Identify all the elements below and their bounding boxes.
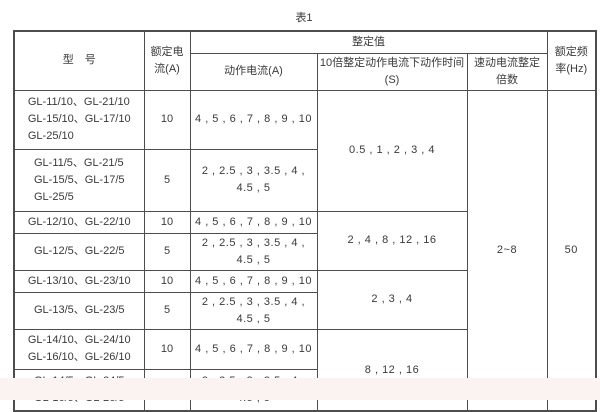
model-line: GL-12/10、GL-22/10 [27,215,131,228]
operating-current-cell: 4 , 5 , 6 , 7 , 8 , 9 , 10 [189,328,318,370]
operating-time-cell: 0.5 , 1 , 2 , 3 , 4 [316,89,468,212]
operating-current-cell: 4 , 5 , 6 , 7 , 8 , 9 , 10 [189,269,318,293]
rated-current-cell: 10 [143,89,191,150]
header-operating-time: 10倍整定动作电流下动作时间(S) [316,52,468,91]
model-line: GL-15/10、GL-17/10 [27,113,131,126]
model-list: GL-12/10、GL-22/10 [28,214,131,231]
model-cell: GL-13/10、GL-23/10 [13,269,145,293]
model-line: GL-13/10、GL-23/10 [27,274,131,287]
rated-current-cell: 5 [143,291,191,330]
operating-current-cell: 2 , 2.5 , 3 , 3.5 , 4 , 4.5 , 5 [189,232,318,271]
model-line: GL-25/10 [27,130,74,143]
header-rated-frequency-line2: 率(Hz) [555,62,588,75]
frequency-cell: 50 [546,89,597,412]
operating-time-cell: 2 , 3 , 4 [316,269,468,330]
model-cell: GL-12/5、GL-22/5 [13,232,145,271]
table-row: GL-11/5、GL-21/5 GL-15/5、GL-17/5 GL-25/5 … [13,148,596,212]
rated-current-cell: 5 [143,232,191,271]
rated-current-cell: 10 [143,269,191,293]
model-line: GL-16/10、GL-26/10 [27,351,131,364]
header-row-1: 型 号 额定电 流(A) 整定值 额定频 率(Hz) [13,30,597,91]
header-rated-current: 额定电 流(A) [143,30,191,91]
quick-multiple-cell: 2~8 [466,89,548,412]
model-cell: GL-13/5、GL-23/5 [13,291,145,330]
model-list: GL-11/10、GL-21/10 GL-15/10、GL-17/10 GL-2… [28,94,131,145]
page-bottom-strip [0,378,600,400]
operating-current-cell: 4 , 5 , 6 , 7 , 8 , 9 , 10 [189,89,318,150]
header-rated-current-line2: 流(A) [154,62,180,75]
header-operating-current: 动作电流(A) [189,52,318,91]
model-line: GL-14/10、GL-24/10 [27,334,131,347]
model-cell: GL-11/5、GL-21/5 GL-15/5、GL-17/5 GL-25/5 [13,148,145,212]
table-row: GL-13/10、GL-23/10 10 4 , 5 , 6 , 7 , 8 ,… [13,269,596,330]
model-line: GL-15/5、GL-17/5 [34,173,125,186]
model-line: GL-12/5、GL-22/5 [34,245,125,258]
model-list: GL-13/5、GL-23/5 [34,302,125,319]
table-row: GL-12/5、GL-22/5 5 2 , 2.5 , 3 , 3.5 , 4 … [13,232,596,271]
model-cell: GL-14/10、GL-24/10 GL-16/10、GL-26/10 [13,328,145,370]
relay-spec-table: 型 号 额定电 流(A) 整定值 额定频 率(Hz) 动作电流(A) 10倍整定… [13,30,598,412]
model-cell: GL-11/10、GL-21/10 GL-15/10、GL-17/10 GL-2… [13,89,145,150]
header-setting-value: 整定值 [189,30,548,54]
model-list: GL-14/10、GL-24/10 GL-16/10、GL-26/10 [28,332,131,366]
rated-current-cell: 10 [143,210,191,234]
header-model: 型 号 [13,30,145,91]
operating-current-cell: 2 , 2.5 , 3 , 3.5 , 4 , 4.5 , 5 [189,148,318,212]
header-row-2: 动作电流(A) 10倍整定动作电流下动作时间(S) 速动电流整定倍数 [14,52,596,91]
header-rated-frequency: 额定频 率(Hz) [546,30,597,91]
operating-current-cell: 4 , 5 , 6 , 7 , 8 , 9 , 10 [189,210,318,234]
table-row: GL-11/10、GL-21/10 GL-15/10、GL-17/10 GL-2… [13,89,597,412]
table-row: GL-12/10、GL-22/10 10 4 , 5 , 6 , 7 , 8 ,… [13,210,596,271]
model-list: GL-12/5、GL-22/5 [34,243,125,260]
operating-time-cell: 2 , 4 , 8 , 12 , 16 [316,210,468,271]
rated-current-cell: 10 [143,328,191,370]
model-list: GL-11/5、GL-21/5 GL-15/5、GL-17/5 GL-25/5 [34,155,125,206]
model-line: GL-25/5 [34,190,74,203]
model-list: GL-13/10、GL-23/10 [28,273,131,290]
table-row: GL-13/5、GL-23/5 5 2 , 2.5 , 3 , 3.5 , 4 … [13,291,596,330]
model-line: GL-11/5、GL-21/5 [34,156,124,169]
table-caption: 表1 [295,12,313,24]
header-quick-multiple: 速动电流整定倍数 [466,52,548,91]
header-rated-frequency-line1: 额定频 [554,45,588,58]
model-line: GL-13/5、GL-23/5 [34,304,125,317]
model-line: GL-11/10、GL-21/10 [27,96,130,109]
operating-current-cell: 2 , 2.5 , 3 , 3.5 , 4 , 4.5 , 5 [189,291,318,330]
rated-current-cell: 5 [143,148,191,212]
header-rated-current-line1: 额定电 [150,45,184,58]
model-cell: GL-12/10、GL-22/10 [13,210,145,234]
